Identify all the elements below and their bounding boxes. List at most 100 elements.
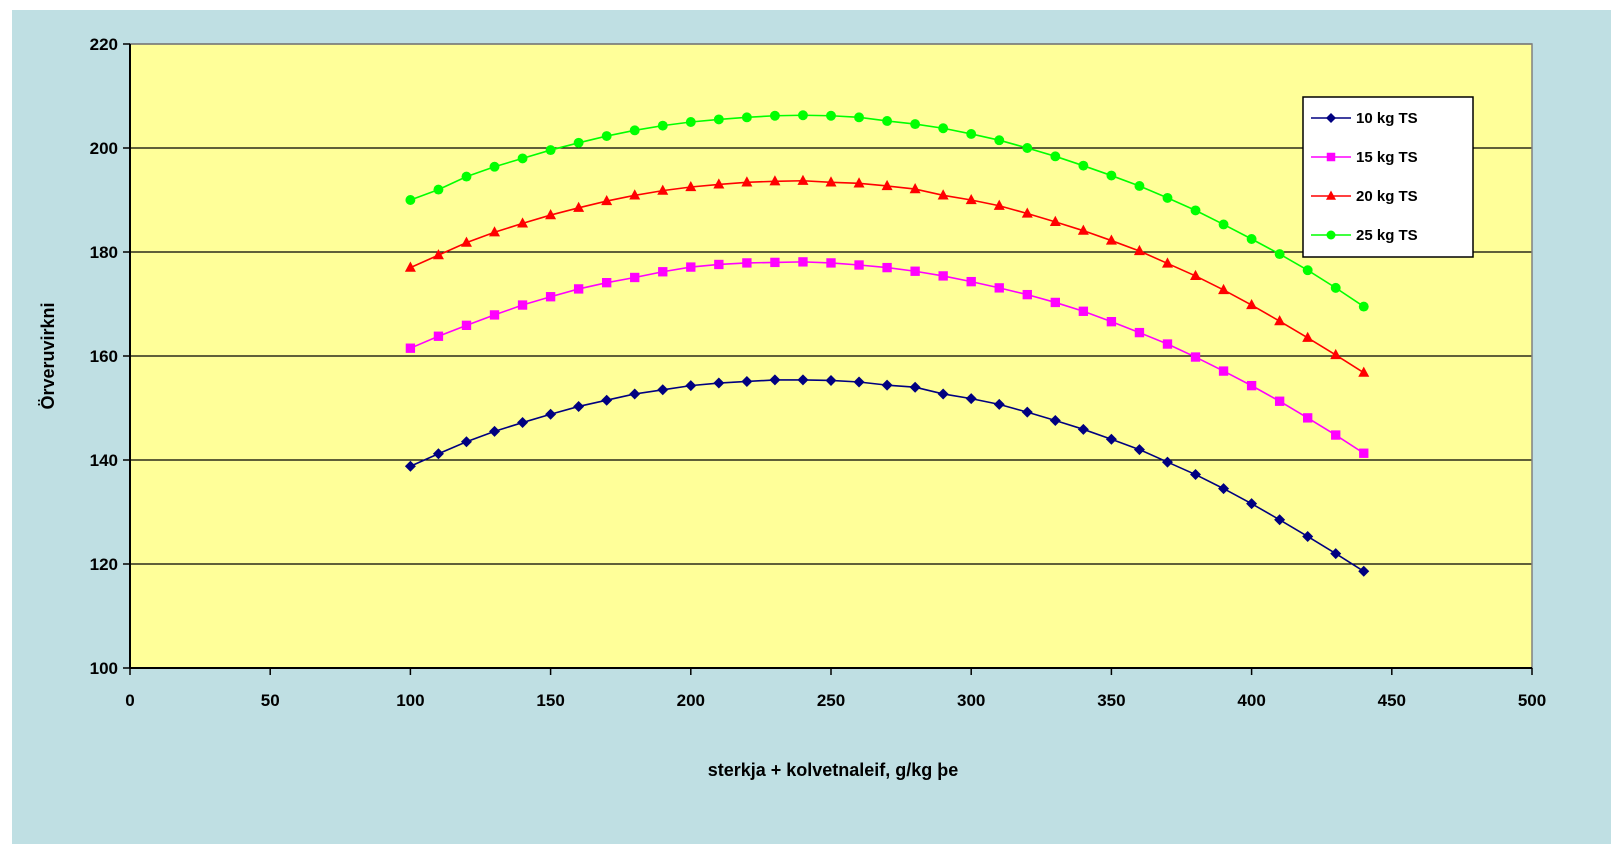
data-point	[910, 266, 920, 276]
data-point	[658, 267, 668, 277]
x-axis-title: sterkja + kolvetnaleif, g/kg þe	[708, 760, 959, 780]
data-point	[489, 161, 500, 172]
data-point	[517, 417, 529, 429]
legend-marker	[1326, 230, 1336, 240]
x-tick-label: 50	[261, 691, 280, 710]
data-point	[1190, 469, 1202, 481]
data-point	[1303, 413, 1313, 423]
data-point	[825, 176, 837, 187]
data-point	[460, 236, 472, 247]
data-point	[1105, 433, 1117, 445]
data-point	[853, 177, 865, 188]
y-tick-label: 160	[90, 347, 118, 366]
x-tick-label: 350	[1097, 691, 1125, 710]
x-tick-label: 500	[1518, 691, 1546, 710]
data-point	[1077, 423, 1089, 435]
data-point	[461, 320, 472, 330]
data-point	[854, 260, 864, 270]
legend-item: 20 kg TS	[1311, 188, 1418, 205]
data-point	[1274, 249, 1285, 260]
data-point	[741, 176, 753, 187]
legend-marker	[1326, 190, 1336, 200]
data-point	[657, 120, 668, 131]
data-point	[797, 174, 809, 185]
data-point	[713, 114, 724, 125]
data-point	[825, 374, 837, 386]
data-point	[629, 388, 641, 400]
y-tick-label: 180	[90, 243, 118, 262]
data-point	[713, 178, 725, 189]
data-point	[741, 112, 752, 123]
data-point	[937, 189, 949, 200]
data-point	[965, 393, 977, 405]
data-point	[1078, 306, 1089, 316]
legend-marker	[1326, 152, 1336, 162]
data-point	[1161, 257, 1173, 268]
data-point	[1218, 219, 1229, 230]
data-point	[1218, 483, 1230, 495]
data-point	[657, 184, 669, 195]
x-tick-label: 400	[1237, 691, 1265, 710]
data-point	[489, 226, 501, 237]
data-point	[517, 300, 528, 310]
data-point	[854, 112, 864, 123]
data-point	[573, 284, 584, 294]
data-point	[573, 400, 585, 412]
data-point	[1274, 514, 1286, 526]
data-point	[1359, 448, 1369, 458]
data-point	[1106, 170, 1117, 181]
data-point	[882, 262, 892, 273]
axes: 100 120 140 160 180 200 220 0 50 100 150 200 250 300 3…	[90, 35, 1547, 710]
data-point	[1161, 456, 1173, 468]
data-point	[826, 258, 836, 268]
data-point	[798, 257, 808, 267]
data-point	[545, 145, 556, 156]
data-point	[630, 272, 640, 283]
data-point	[1246, 498, 1258, 510]
data-point	[882, 116, 893, 126]
data-point	[1190, 205, 1201, 216]
series-1	[404, 374, 1370, 577]
data-point	[601, 131, 612, 141]
legend-box	[1302, 96, 1474, 258]
data-point	[993, 199, 1005, 210]
series-4	[405, 110, 1369, 312]
data-point	[1218, 366, 1229, 376]
data-point	[1050, 297, 1060, 308]
data-point	[432, 448, 444, 460]
x-tick-label: 200	[677, 691, 705, 710]
data-point	[1077, 224, 1089, 235]
data-point	[965, 193, 977, 205]
data-point	[602, 278, 612, 288]
x-tick-label: 0	[125, 691, 134, 710]
data-point	[770, 257, 780, 268]
data-point	[405, 195, 416, 205]
data-point	[1106, 317, 1117, 327]
legend: 10 kg TS 15 kg TS 20 kg TS 25 kg TS	[1302, 96, 1474, 258]
data-point	[1302, 530, 1314, 542]
x-tick-label: 300	[957, 691, 985, 710]
y-tick-label: 200	[90, 139, 118, 158]
data-point	[769, 374, 781, 386]
x-tick-label: 150	[536, 691, 564, 710]
data-point	[1330, 282, 1341, 293]
data-point	[1190, 352, 1201, 362]
data-point	[489, 425, 501, 437]
data-point	[938, 123, 949, 134]
data-point	[938, 271, 948, 281]
data-point	[714, 259, 724, 270]
y-tick-label: 120	[90, 555, 118, 574]
legend-label: 10 kg TS	[1356, 110, 1418, 127]
data-point	[1105, 234, 1117, 245]
data-point	[909, 183, 921, 194]
data-point	[1330, 348, 1342, 360]
data-point	[573, 201, 585, 212]
data-point	[461, 171, 472, 182]
data-point	[517, 153, 528, 164]
data-point	[1078, 160, 1089, 171]
series-3	[404, 174, 1370, 377]
data-point	[1246, 234, 1257, 244]
data-point	[657, 384, 669, 396]
data-point	[853, 376, 865, 388]
data-point	[685, 180, 697, 192]
